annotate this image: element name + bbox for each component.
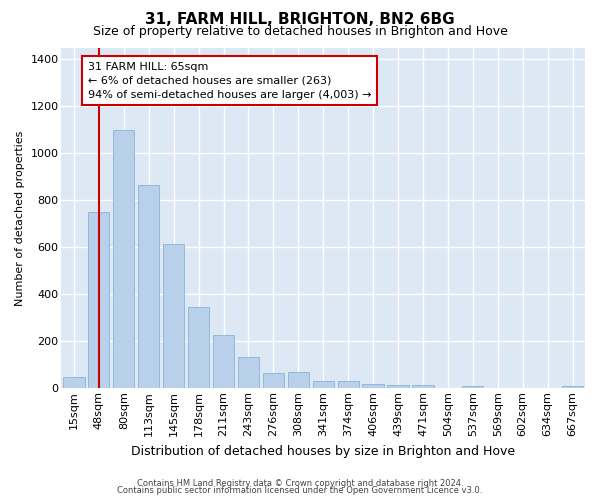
Bar [412, 385, 434, 388]
Bar [88, 212, 109, 388]
Bar [288, 372, 309, 388]
Text: Size of property relative to detached houses in Brighton and Hove: Size of property relative to detached ho… [92, 25, 508, 38]
Bar [138, 185, 160, 388]
Bar [263, 373, 284, 388]
X-axis label: Distribution of detached houses by size in Brighton and Hove: Distribution of detached houses by size … [131, 444, 515, 458]
Bar [163, 244, 184, 388]
Bar [338, 382, 359, 388]
Text: Contains HM Land Registry data © Crown copyright and database right 2024.: Contains HM Land Registry data © Crown c… [137, 478, 463, 488]
Bar [362, 384, 383, 388]
Bar [238, 356, 259, 388]
Bar [562, 386, 583, 388]
Bar [64, 376, 85, 388]
Y-axis label: Number of detached properties: Number of detached properties [15, 130, 25, 306]
Bar [213, 336, 234, 388]
Text: 31 FARM HILL: 65sqm
← 6% of detached houses are smaller (263)
94% of semi-detach: 31 FARM HILL: 65sqm ← 6% of detached hou… [88, 62, 371, 100]
Bar [313, 382, 334, 388]
Bar [462, 386, 484, 388]
Text: 31, FARM HILL, BRIGHTON, BN2 6BG: 31, FARM HILL, BRIGHTON, BN2 6BG [145, 12, 455, 28]
Bar [388, 385, 409, 388]
Bar [188, 308, 209, 388]
Bar [113, 130, 134, 388]
Text: Contains public sector information licensed under the Open Government Licence v3: Contains public sector information licen… [118, 486, 482, 495]
